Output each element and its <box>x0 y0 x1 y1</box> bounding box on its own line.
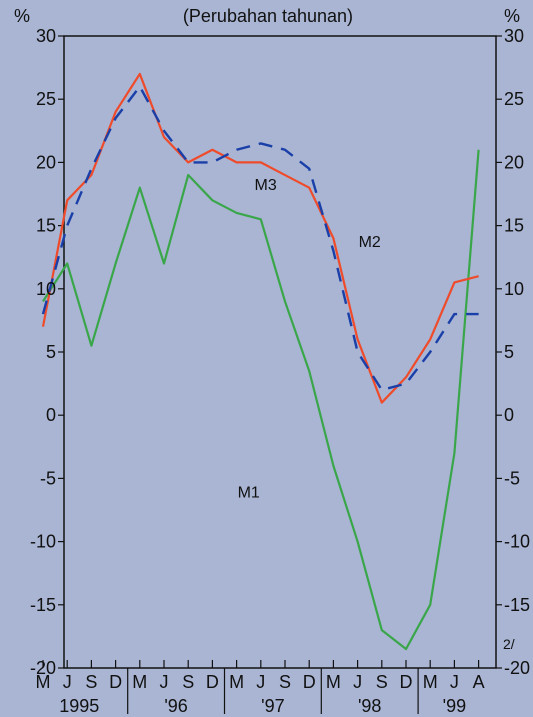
x-tick-label: J <box>450 672 459 692</box>
x-year-label: '97 <box>261 696 284 716</box>
y-tick-label-left: -20 <box>30 658 56 678</box>
y-tick-label-right: -20 <box>504 658 530 678</box>
y-tick-label-right: 5 <box>504 342 514 362</box>
y-tick-label-right: 20 <box>504 152 524 172</box>
x-tick-label: D <box>400 672 413 692</box>
y-tick-label-left: 5 <box>46 342 56 362</box>
footnote-mark: 2/ <box>503 636 515 652</box>
y-unit-left: % <box>14 6 30 26</box>
x-tick-label: M <box>36 672 51 692</box>
x-tick-label: S <box>376 672 388 692</box>
x-tick-label: M <box>326 672 341 692</box>
y-unit-right: % <box>504 6 520 26</box>
x-tick-label: J <box>160 672 169 692</box>
series-label-m3: M3 <box>255 177 277 194</box>
x-tick-label: S <box>182 672 194 692</box>
x-tick-label: M <box>423 672 438 692</box>
y-tick-label-right: 10 <box>504 279 524 299</box>
x-tick-label: M <box>229 672 244 692</box>
x-year-label: '96 <box>164 696 187 716</box>
y-tick-label-left: -5 <box>40 468 56 488</box>
y-tick-label-left: 0 <box>46 405 56 425</box>
y-tick-label-left: 25 <box>36 89 56 109</box>
series-line-m1 <box>42 149 480 651</box>
x-year-label: '99 <box>443 696 466 716</box>
x-tick-label: S <box>279 672 291 692</box>
chart-subtitle: (Perubahan tahunan) <box>183 6 353 26</box>
y-tick-label-right: 25 <box>504 89 524 109</box>
series-label-m2: M2 <box>359 234 381 251</box>
x-tick-label: J <box>63 672 72 692</box>
y-tick-label-left: 20 <box>36 152 56 172</box>
x-tick-label: D <box>206 672 219 692</box>
y-tick-label-right: 30 <box>504 26 524 46</box>
x-tick-label: J <box>256 672 265 692</box>
series-label-m1: M1 <box>238 484 260 501</box>
y-tick-label-left: -10 <box>30 532 56 552</box>
y-tick-label-right: 15 <box>504 216 524 236</box>
x-year-label: '98 <box>358 696 381 716</box>
y-tick-label-left: 30 <box>36 26 56 46</box>
series-line-m2 <box>41 72 479 404</box>
y-tick-label-right: -10 <box>504 532 530 552</box>
x-tick-label: S <box>85 672 97 692</box>
x-tick-label: M <box>132 672 147 692</box>
x-tick-label: J <box>353 672 362 692</box>
x-tick-label: A <box>473 672 485 692</box>
y-tick-label-right: 0 <box>504 405 514 425</box>
y-tick-label-left: 10 <box>36 279 56 299</box>
y-tick-label-left: -15 <box>30 595 56 615</box>
x-tick-label: D <box>303 672 316 692</box>
x-tick-label: D <box>109 672 122 692</box>
x-year-label: 1995 <box>59 696 99 716</box>
y-tick-label-right: -15 <box>504 595 530 615</box>
y-tick-label-left: 15 <box>36 216 56 236</box>
series-line-m3 <box>41 85 479 392</box>
y-tick-label-right: -5 <box>504 468 520 488</box>
